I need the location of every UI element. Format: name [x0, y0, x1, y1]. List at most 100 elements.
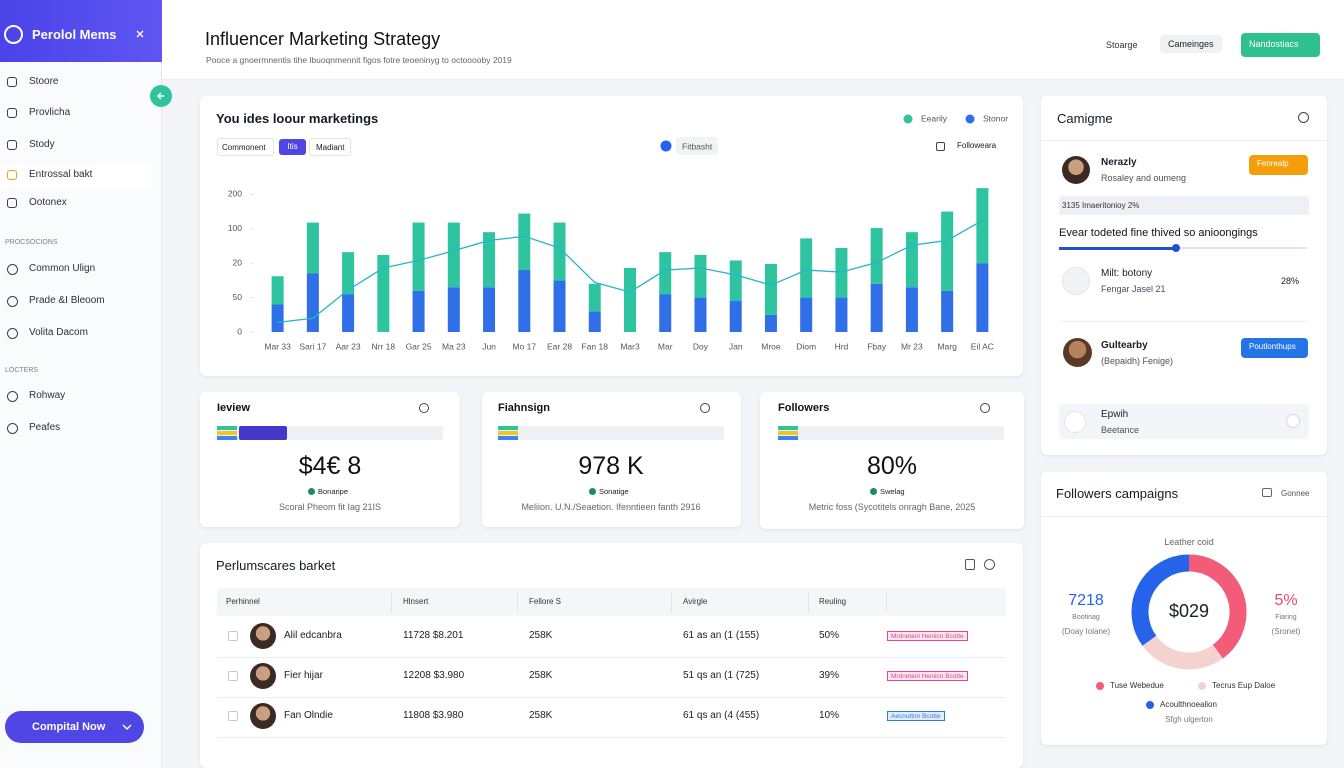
progress-stripe [778, 426, 798, 430]
item-button[interactable]: Poutlonthups [1241, 338, 1308, 358]
cta-button[interactable] [5, 711, 144, 743]
nav-icon [7, 198, 17, 208]
item-sub: Fengar Jasel 21 [1101, 284, 1166, 294]
nav-item[interactable]: Entrossal bakt [29, 169, 93, 180]
y-tick-label: 50 [233, 292, 243, 302]
item-button[interactable]: Fenrealp [1249, 155, 1308, 175]
stat-note: (Sronet) [1271, 627, 1301, 636]
cell: 11808 $3.980 [403, 710, 464, 721]
x-tick-label: Aar 23 [336, 341, 361, 351]
card-badge: Swelag [880, 487, 905, 496]
nav-item[interactable]: Provlicha [29, 107, 71, 118]
nav-icon [7, 77, 17, 87]
card-icon [419, 403, 429, 413]
checkbox[interactable] [228, 711, 238, 721]
row-divider [217, 657, 1006, 658]
column-header: Perhinnel [226, 597, 260, 606]
x-tick-label: Mar3 [620, 341, 640, 351]
checkbox[interactable] [228, 631, 238, 641]
nav-item[interactable]: Ootonex [29, 197, 67, 208]
card-value: 978 K [578, 452, 644, 480]
badge-dot [589, 488, 596, 495]
bar-segment [659, 294, 672, 332]
action-button[interactable]: Nandostiacs [1241, 33, 1320, 57]
bar-segment [729, 260, 742, 302]
donut-title: Followers campaigns [1056, 486, 1179, 501]
action-button[interactable]: Cameinges [1160, 35, 1222, 53]
stat-note: (Doay Iolane) [1061, 627, 1111, 636]
bar-chart: 0 50 20 100 200 Mar 33 Sari 17 Aar 23 Nrr 18 Gar … [228, 113, 1008, 351]
badge-dot [870, 488, 877, 495]
brand-logo [4, 25, 23, 44]
bar-segment [553, 280, 566, 332]
column-divider [671, 592, 672, 612]
tab-active[interactable]: Itis [279, 139, 306, 155]
bar-segment [412, 222, 425, 291]
nav-item[interactable]: Common Ulign [29, 263, 96, 274]
stat-value: 5% [1274, 592, 1298, 609]
x-tick-label: Fbay [867, 341, 887, 351]
stat-label: Fiaring [1275, 614, 1297, 621]
stat-value: 7218 [1068, 592, 1104, 609]
bar-segment [447, 287, 460, 332]
bar-segment [306, 273, 319, 332]
bar-segment [694, 297, 707, 332]
bar-segment [976, 263, 989, 332]
y-tick-label: 20 [233, 257, 243, 267]
card-link[interactable]: Gonnee [1281, 489, 1310, 498]
item-action[interactable] [1286, 414, 1300, 428]
panel-menu[interactable] [1298, 112, 1309, 123]
nav-icon [7, 296, 18, 307]
nav-item[interactable]: Peafes [29, 422, 61, 433]
tab[interactable]: Madiant [309, 138, 352, 156]
tag: Mrdnetenl Heniicn Bcotte [887, 631, 968, 641]
collapse-button[interactable] [149, 84, 173, 108]
avatar [250, 623, 276, 649]
cell: 258K [529, 710, 553, 721]
slider-knob[interactable] [1172, 244, 1180, 252]
section-title: PROCSOCIONS [5, 239, 58, 246]
column-header: Fellore S [529, 597, 562, 606]
item-sub: (Bepaidh) Fenige) [1101, 356, 1174, 366]
cta-label[interactable]: Compital Now [32, 721, 106, 733]
progress-stripe [217, 436, 237, 440]
card-title: Ieview [217, 402, 251, 414]
nav-item[interactable]: Volita Dacom [29, 327, 88, 338]
checkbox[interactable] [228, 671, 238, 681]
toggle-icon[interactable] [936, 142, 945, 151]
nav-item[interactable]: Stoore [29, 76, 59, 87]
bar-segment [941, 211, 954, 291]
legend-label: Tuse Webedue [1110, 681, 1164, 690]
close-icon[interactable] [135, 29, 145, 39]
card-note: Meliion. U.N./Seaetion. Ifenntieen fanth… [521, 502, 701, 512]
bar-segment [377, 254, 390, 332]
sidebar [0, 0, 162, 768]
legend-label: Acoulthnoealion [1160, 700, 1217, 709]
cell: Fan Olndie [284, 710, 333, 721]
divider [1041, 516, 1327, 517]
nav-item[interactable]: Rohway [29, 390, 66, 401]
item-icon [1062, 267, 1090, 295]
progress-track [778, 426, 1004, 440]
progress-stripe [498, 436, 518, 440]
nav-item[interactable]: Stody [29, 139, 55, 150]
nav-item[interactable]: Prade &I Bleoom [29, 295, 105, 306]
toggle-label[interactable]: Followeara [957, 141, 997, 150]
column-header: Hlnsert [403, 597, 429, 606]
progress-stripe [217, 426, 237, 430]
column-header: Reuling [819, 597, 847, 606]
slider-label: Evear todeted fine thived so anioongings [1059, 227, 1258, 239]
x-tick-label: Mar [658, 341, 673, 351]
card-note: Scoral Pheom fit Iag 21IS [278, 502, 382, 512]
bar-segment [976, 188, 989, 264]
cell: 258K [529, 670, 553, 681]
x-tick-label: Mar 33 [264, 341, 291, 351]
table-icon[interactable] [984, 559, 995, 570]
action-button[interactable]: Stoarge [1106, 40, 1138, 50]
nav-icon [7, 140, 17, 150]
stat-label: Bootinag [1072, 614, 1100, 621]
tab[interactable]: Commonent [217, 138, 274, 156]
table-icon[interactable] [965, 559, 975, 570]
table-header [217, 588, 1006, 616]
